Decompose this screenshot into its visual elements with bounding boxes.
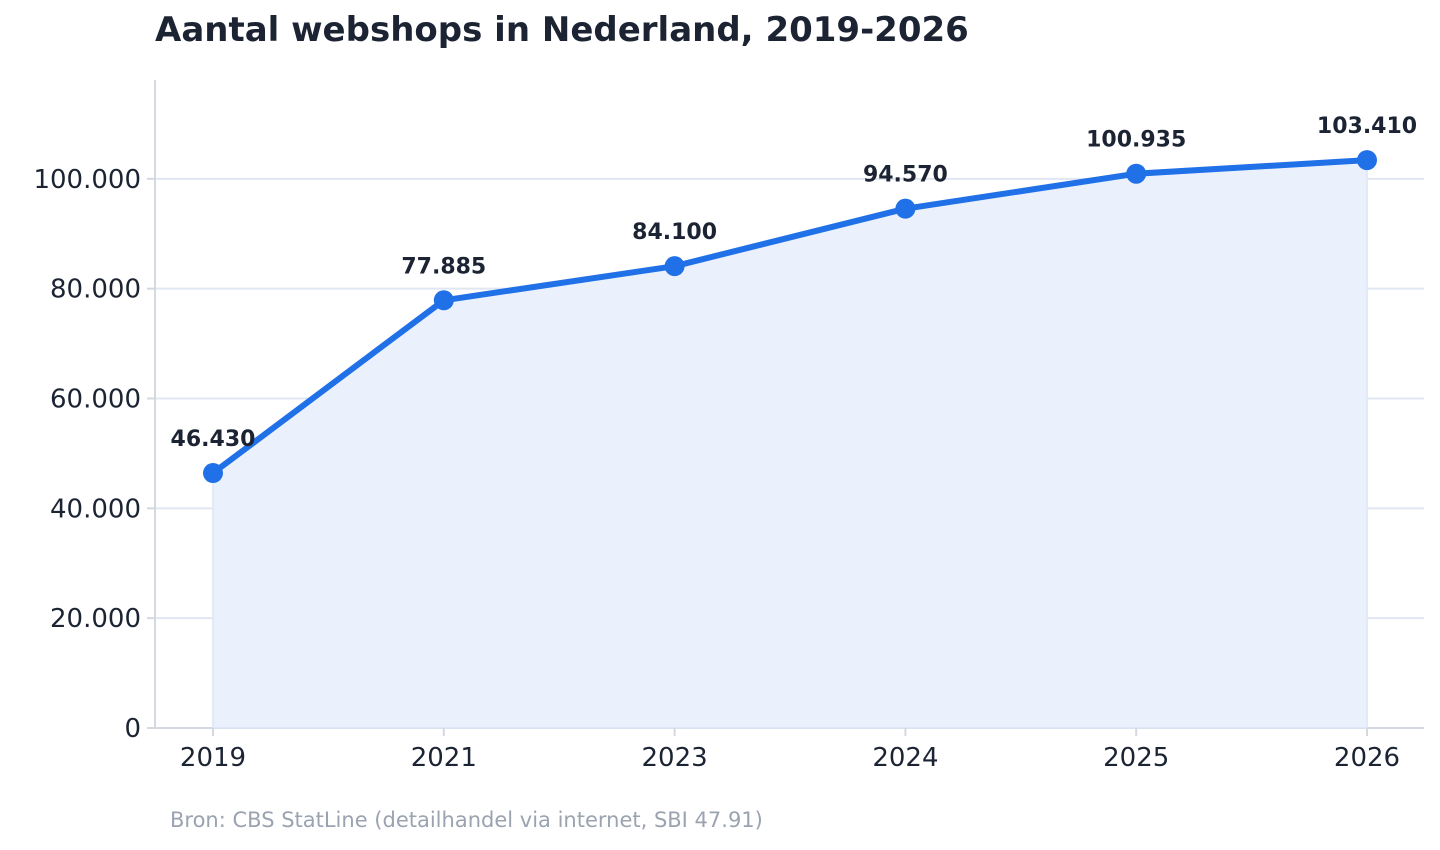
data-label: 84.100 xyxy=(632,220,717,245)
y-tick-label: 40.000 xyxy=(50,494,141,524)
data-point xyxy=(203,463,223,484)
x-tick-label: 2019 xyxy=(180,743,246,773)
y-tick-label: 100.000 xyxy=(33,165,141,195)
data-label: 77.885 xyxy=(401,254,486,279)
data-label: 100.935 xyxy=(1086,128,1186,153)
x-tick-label: 2023 xyxy=(642,743,708,773)
x-tick-label: 2026 xyxy=(1334,743,1400,773)
chart-title: Aantal webshops in Nederland, 2019-2026 xyxy=(155,10,969,50)
y-tick-label: 80.000 xyxy=(50,275,141,305)
x-tick-label: 2024 xyxy=(872,743,938,773)
y-tick-label: 20.000 xyxy=(50,604,141,634)
area-fill xyxy=(212,159,1368,729)
data-label: 103.410 xyxy=(1317,114,1417,139)
x-tick-label: 2021 xyxy=(411,743,477,773)
data-point xyxy=(664,256,685,277)
series-line xyxy=(210,157,1370,477)
data-point xyxy=(1126,163,1147,184)
y-tick-label: 0 xyxy=(124,714,141,744)
data-label: 46.430 xyxy=(171,427,256,452)
data-point xyxy=(895,198,916,219)
y-tick-label: 60.000 xyxy=(50,385,141,415)
data-label: 94.570 xyxy=(863,163,948,188)
x-tick-label: 2025 xyxy=(1103,743,1169,773)
data-point xyxy=(433,290,454,311)
source-note: Bron: CBS StatLine (detailhandel via int… xyxy=(170,808,763,832)
data-point xyxy=(1357,150,1377,171)
